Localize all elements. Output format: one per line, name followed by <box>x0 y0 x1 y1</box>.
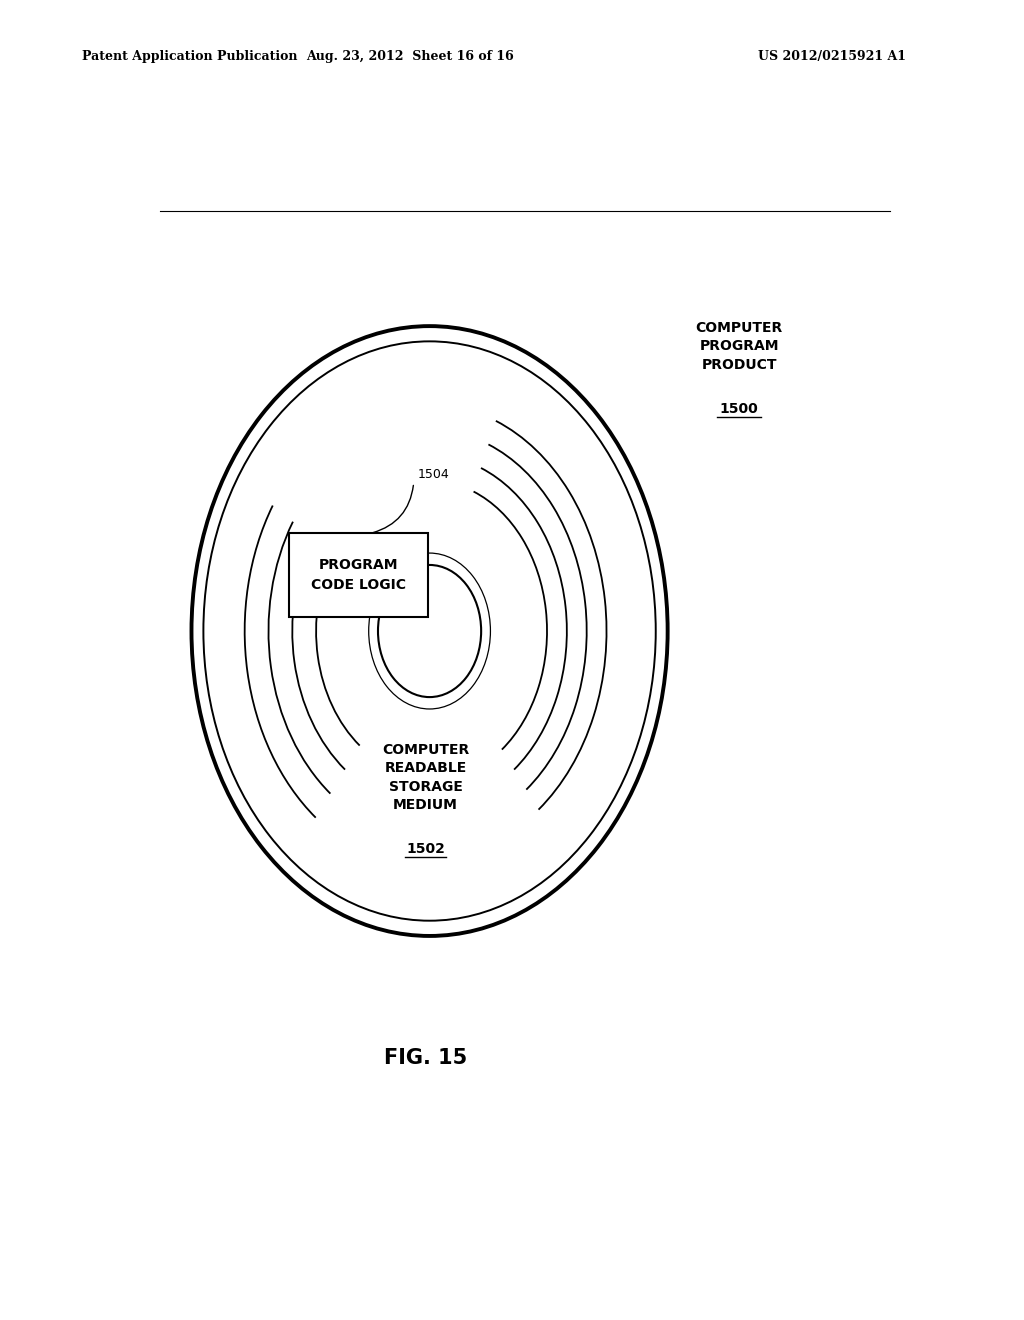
Text: 1500: 1500 <box>720 403 759 416</box>
Text: 1502: 1502 <box>407 842 445 857</box>
Text: Patent Application Publication: Patent Application Publication <box>82 50 297 63</box>
Text: US 2012/0215921 A1: US 2012/0215921 A1 <box>758 50 906 63</box>
Text: Aug. 23, 2012  Sheet 16 of 16: Aug. 23, 2012 Sheet 16 of 16 <box>306 50 513 63</box>
Text: 1504: 1504 <box>418 467 450 480</box>
Text: FIG. 15: FIG. 15 <box>384 1048 467 1068</box>
Text: PROGRAM
CODE LOGIC: PROGRAM CODE LOGIC <box>310 558 406 591</box>
Text: COMPUTER
READABLE
STORAGE
MEDIUM: COMPUTER READABLE STORAGE MEDIUM <box>382 743 469 812</box>
Bar <box>289 533 428 616</box>
Text: COMPUTER
PROGRAM
PRODUCT: COMPUTER PROGRAM PRODUCT <box>695 321 782 372</box>
